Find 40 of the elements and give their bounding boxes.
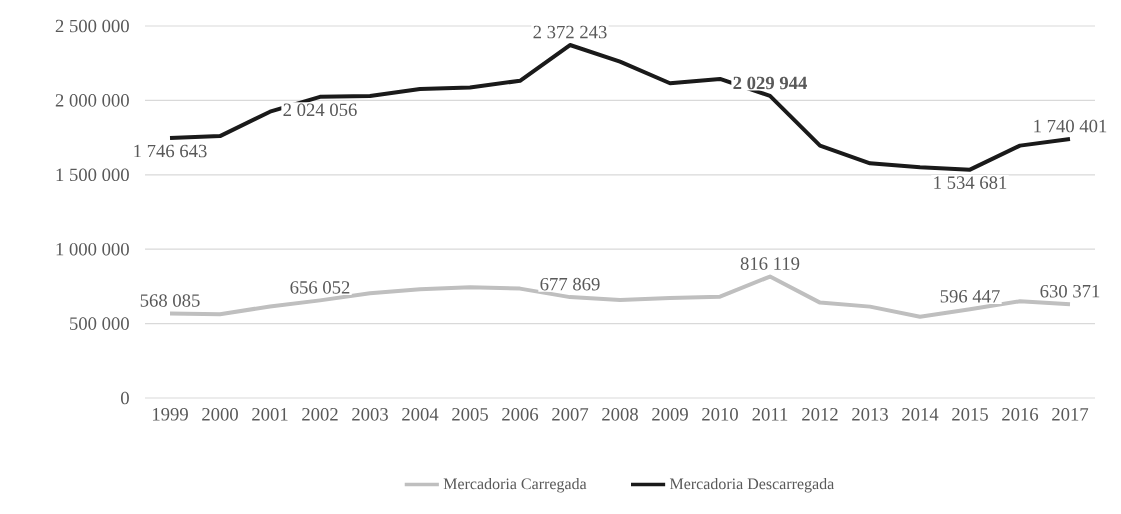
data-label: 656 052 xyxy=(290,281,350,294)
y-tick-label: 1 000 000 xyxy=(56,242,129,256)
x-tick-label: 2015 xyxy=(952,408,988,421)
x-tick-label: 2004 xyxy=(402,408,439,421)
data-label: 630 371 xyxy=(1040,284,1100,298)
x-tick-label: 2010 xyxy=(702,408,738,421)
data-label: 2 024 056 xyxy=(283,103,357,117)
data-label: 677 869 xyxy=(540,277,600,291)
x-tick-label: 2000 xyxy=(202,408,238,421)
y-tick-label: 1 500 000 xyxy=(56,168,129,182)
y-tick-label: 0 xyxy=(121,391,129,405)
legend-label: Mercadoria Descarregada xyxy=(669,477,835,493)
x-tick-label: 2008 xyxy=(602,408,638,421)
x-tick-label: 2016 xyxy=(1002,408,1039,421)
legend-label: Mercadoria Carregada xyxy=(443,477,587,493)
x-tick-label: 2003 xyxy=(352,408,388,421)
x-tick-label: 2001 xyxy=(252,408,288,421)
x-tick-label: 2012 xyxy=(802,408,838,421)
data-label: 1 746 643 xyxy=(134,144,207,158)
x-tick-label: 2011 xyxy=(752,408,788,421)
y-tick-label: 2 000 000 xyxy=(55,94,129,107)
line-series xyxy=(168,274,1072,319)
x-tick-label: 2017 xyxy=(1052,408,1089,421)
data-label: 816 119 xyxy=(740,257,800,270)
x-tick-label: 2013 xyxy=(852,408,888,421)
x-tick-label: 2005 xyxy=(452,408,488,421)
data-label: 2 372 243 xyxy=(533,25,607,39)
x-tick-label: 2009 xyxy=(652,408,688,421)
x-tick-label: 2014 xyxy=(902,408,939,421)
data-label: 1 534 681 xyxy=(934,176,1007,189)
data-label: 568 085 xyxy=(140,294,200,307)
x-tick-label: 2006 xyxy=(502,408,539,421)
x-tick-label: 2002 xyxy=(302,408,338,421)
x-tick-label: 1999 xyxy=(152,408,188,421)
data-label: 2 029 944 xyxy=(733,76,807,90)
y-tick-label: 2 500 000 xyxy=(55,19,129,33)
y-tick-label: 500 000 xyxy=(70,317,129,330)
data-label: 596 447 xyxy=(940,290,1000,303)
x-tick-label: 2007 xyxy=(552,408,589,421)
data-label: 1 740 401 xyxy=(1034,119,1107,133)
